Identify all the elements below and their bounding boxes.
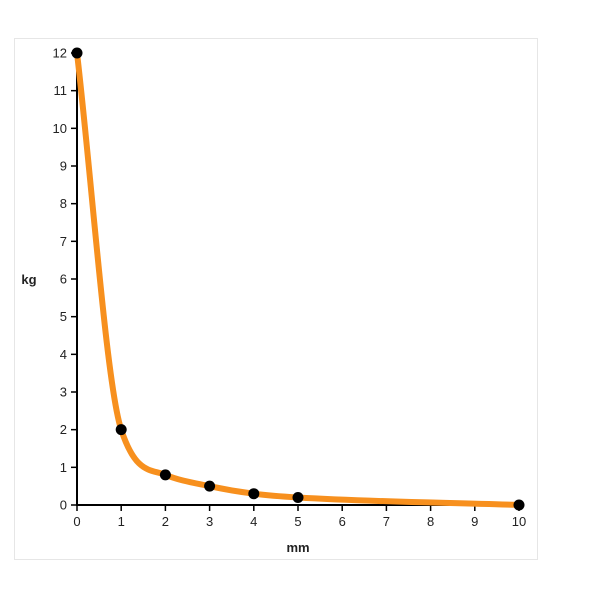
y-tick-label: 12 (53, 46, 67, 61)
x-tick-label: 9 (471, 514, 478, 529)
y-axis-title: kg (21, 272, 36, 287)
data-point (204, 480, 216, 492)
y-tick-label: 3 (60, 385, 67, 400)
data-point (248, 488, 260, 500)
x-tick-label: 8 (427, 514, 434, 529)
x-tick-label: 6 (339, 514, 346, 529)
data-point (159, 469, 171, 481)
y-tick-label: 5 (60, 309, 67, 324)
x-tick-label: 10 (512, 514, 526, 529)
x-tick-label: 1 (118, 514, 125, 529)
y-tick-label: 1 (60, 460, 67, 475)
data-point (71, 47, 83, 59)
x-tick-label: 2 (162, 514, 169, 529)
y-tick-label: 2 (60, 422, 67, 437)
x-tick-label: 0 (73, 514, 80, 529)
y-tick-label: 8 (60, 196, 67, 211)
data-point (115, 424, 127, 436)
x-tick-label: 5 (294, 514, 301, 529)
y-tick-label: 9 (60, 159, 67, 174)
y-tick-label: 6 (60, 272, 67, 287)
data-point (292, 491, 304, 503)
y-tick-label: 7 (60, 234, 67, 249)
x-axis-title: mm (286, 540, 309, 555)
x-tick-label: 4 (250, 514, 257, 529)
x-tick-label: 7 (383, 514, 390, 529)
x-tick-label: 3 (206, 514, 213, 529)
x-axis-ticks: 0 1 2 3 4 5 6 7 8 9 10 (73, 505, 526, 529)
series-curve (74, 50, 522, 508)
y-tick-label: 11 (54, 83, 68, 98)
data-point (513, 499, 525, 511)
y-tick-label: 10 (53, 121, 67, 136)
y-tick-label: 0 (60, 498, 67, 513)
y-tick-label: 4 (60, 347, 67, 362)
data-points (71, 47, 525, 511)
